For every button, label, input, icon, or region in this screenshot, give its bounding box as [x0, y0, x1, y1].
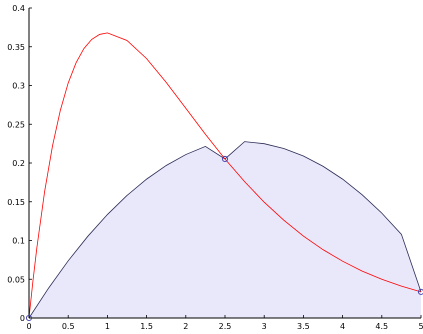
y-tick-label: 0.2 [12, 159, 25, 168]
area-fill [29, 141, 421, 318]
axes: 0 0.5 1 1.5 2 2.5 3 3.5 4 4.5 5 0 0.05 0.1 0.15 0.2 0.25… [7, 4, 423, 331]
x-tick-label: 3 [262, 322, 267, 331]
y-tick-label: 0.3 [12, 82, 25, 91]
x-tick-label: 2.5 [219, 322, 232, 331]
intersection-marker [417, 288, 423, 295]
x-tick-label: 1 [105, 322, 110, 331]
x-tick-label: 4.5 [375, 322, 388, 331]
intersection-markers [25, 155, 423, 322]
y-tick-label: 0 [20, 314, 25, 323]
x-tick-label: 0 [26, 322, 31, 331]
series-line-red [28, 32, 422, 319]
x-tick-label: 4 [340, 322, 345, 331]
plot-area [28, 32, 422, 319]
y-tick-label: 0.1 [12, 237, 25, 246]
x-tick-label: 1.5 [140, 322, 153, 331]
x-tick-label: 3.5 [297, 322, 310, 331]
x-tick-label: 5 [418, 322, 423, 331]
y-tick-label: 0.4 [12, 4, 25, 13]
y-tick-label: 0.25 [7, 120, 25, 129]
x-tick-label: 2 [183, 322, 188, 331]
x-tick-label: 0.5 [62, 322, 75, 331]
intersection-marker [25, 314, 33, 322]
y-tick-label: 0.35 [7, 43, 25, 52]
intersection-marker [221, 155, 229, 163]
y-tick-label: 0.05 [7, 275, 25, 284]
y-tick-label: 0.15 [7, 198, 25, 207]
